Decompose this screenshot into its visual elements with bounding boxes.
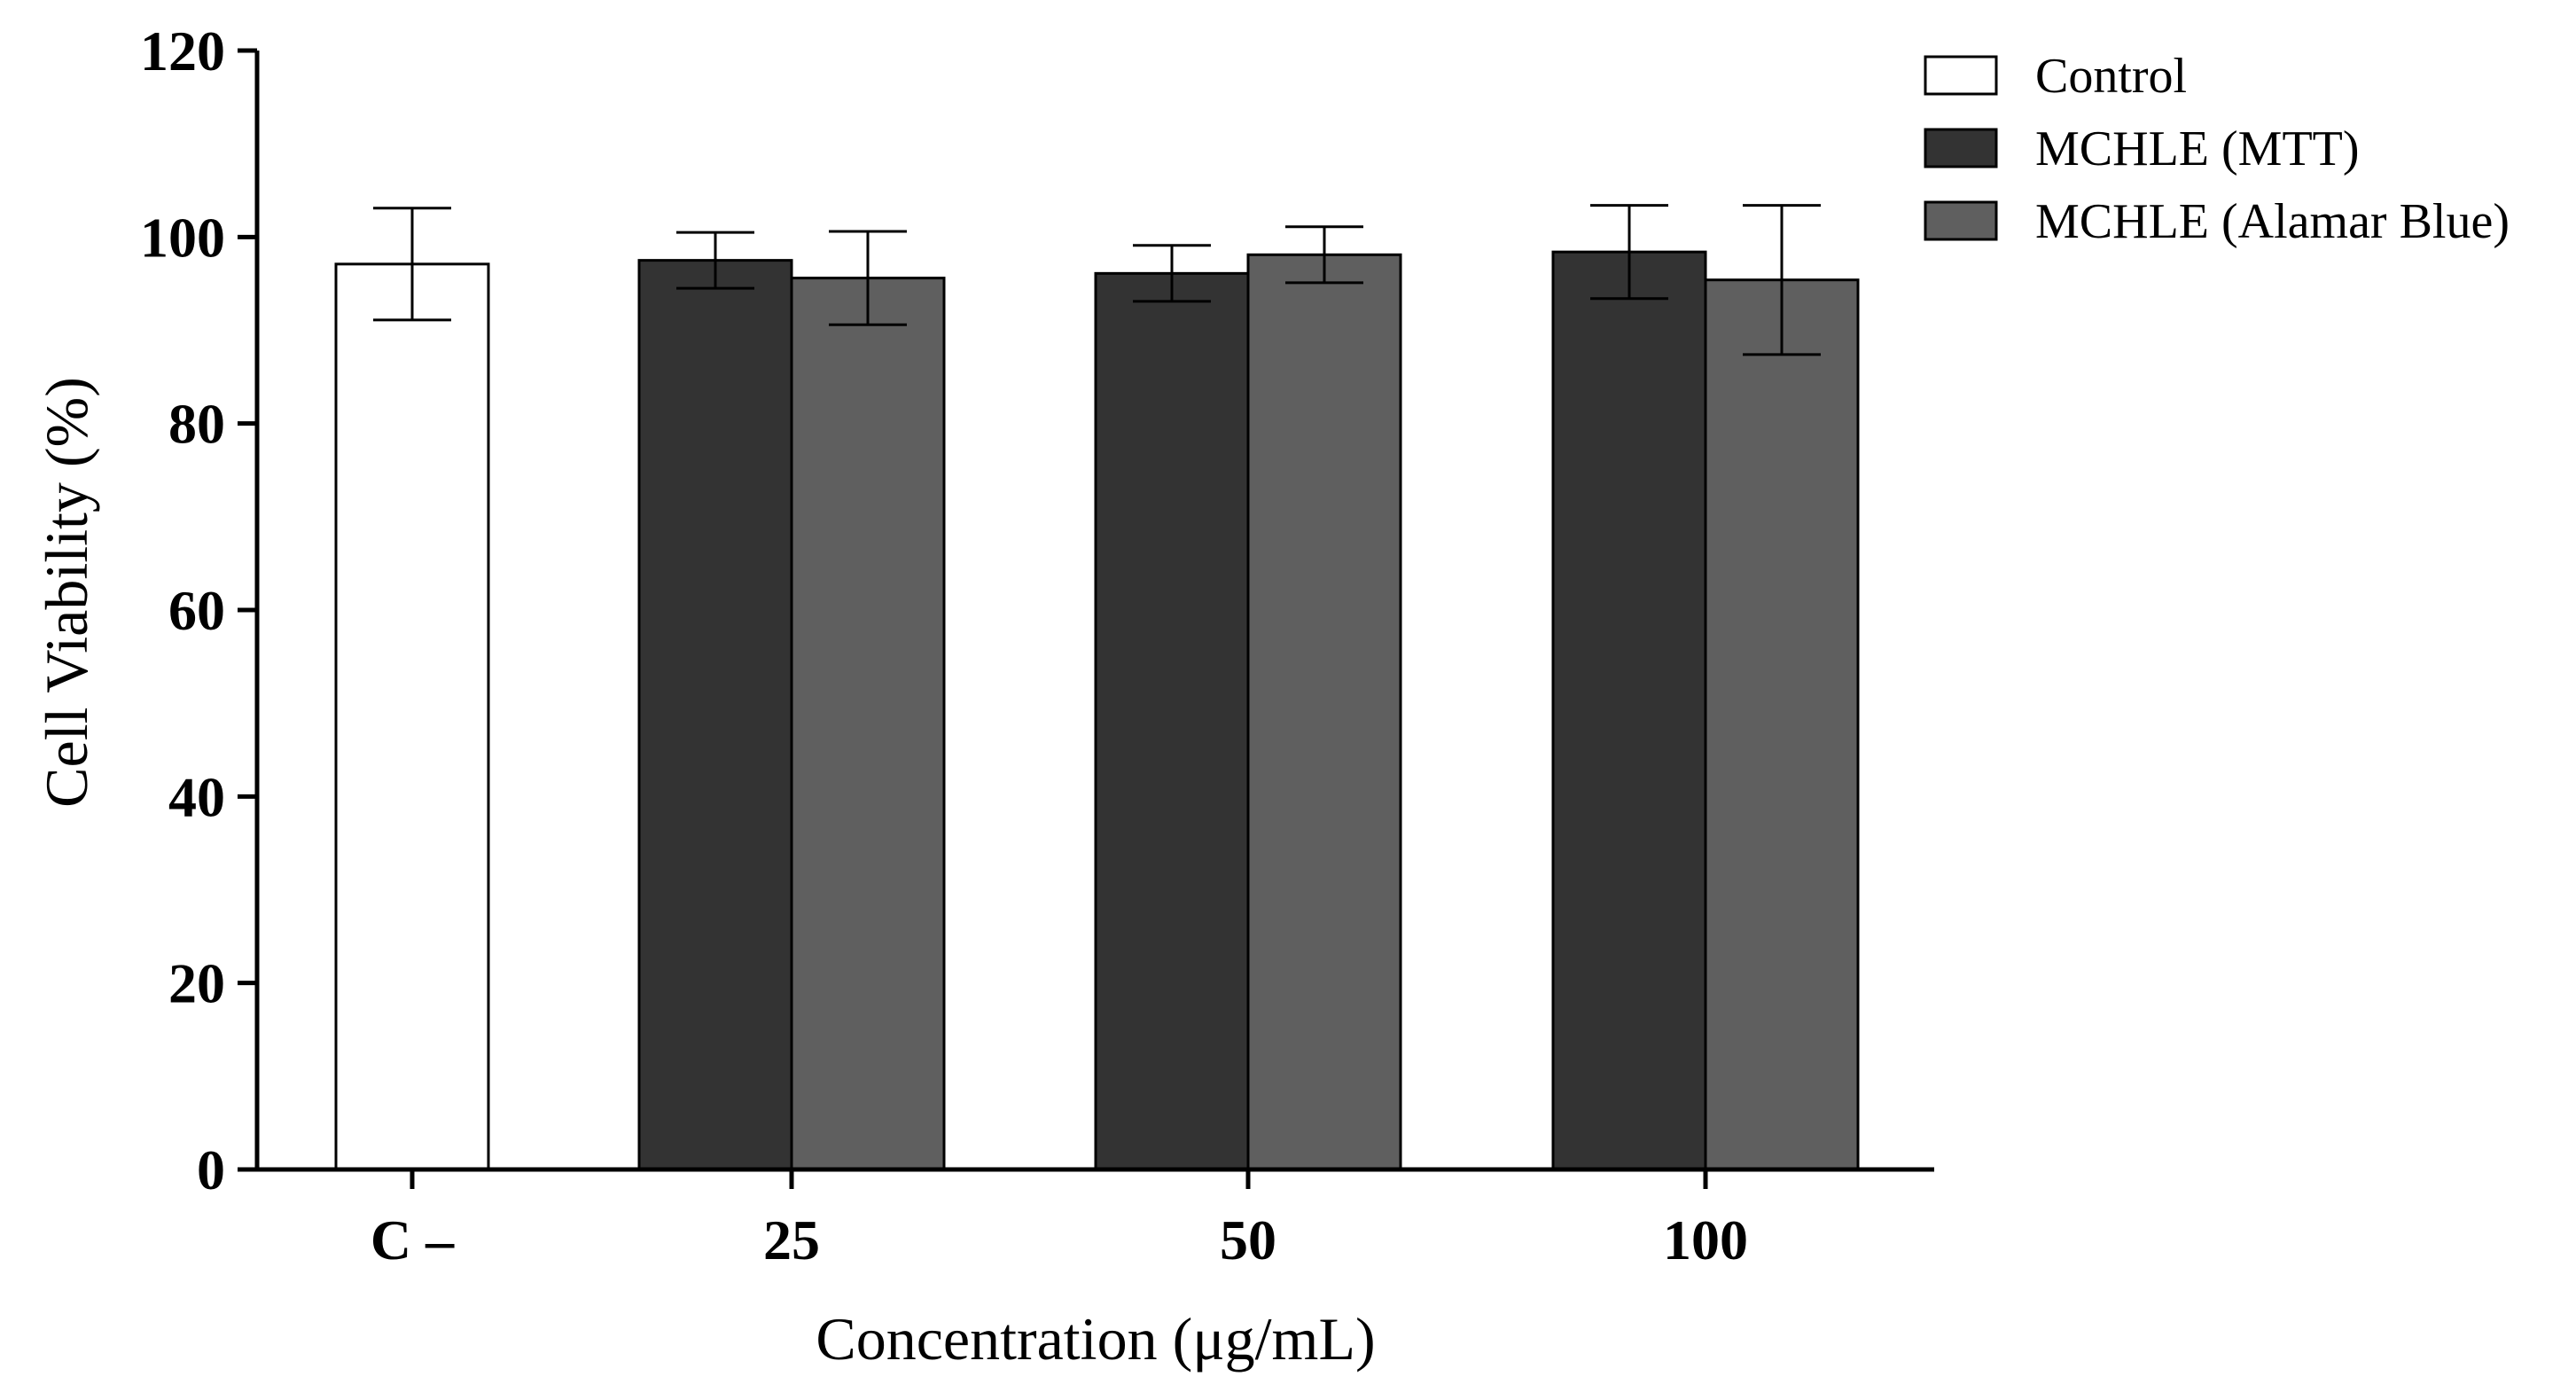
legend-label: MCHLE (Alamar Blue) — [2035, 194, 2510, 249]
bar-mchle-alamar-blue--2 — [1246, 253, 1402, 1171]
y-tick-label: 100 — [140, 206, 225, 269]
legend: Control MCHLE (MTT) MCHLE (Alamar Blue) — [1924, 49, 2510, 249]
axes-layer: 0 20 40 60 80 100 120 C – 25 50 100 Concentration (… — [33, 20, 1934, 1373]
y-tick-label: 80 — [168, 393, 225, 456]
y-axis-title: Cell Viability (%) — [33, 377, 100, 808]
bar-mchle-mtt--3 — [1551, 250, 1707, 1171]
legend-item-control: Control — [1924, 49, 2187, 104]
error-bar-control-0 — [373, 207, 451, 322]
error-bar-mchle-mtt--1 — [676, 231, 754, 290]
x-tick-label: 50 — [1220, 1208, 1276, 1271]
bar-mchle-alamar-blue--1 — [790, 277, 946, 1171]
legend-swatch — [1924, 55, 1998, 96]
error-bar-mchle-mtt--2 — [1133, 244, 1211, 303]
bar-mchle-mtt--2 — [1094, 271, 1250, 1171]
x-tick-label: 25 — [763, 1208, 820, 1271]
y-tick-label: 20 — [168, 952, 225, 1015]
y-tick-label: 120 — [140, 20, 225, 82]
bar-control-0 — [334, 262, 490, 1171]
error-bars-layer — [373, 204, 1821, 356]
error-bar-mchle-mtt--3 — [1590, 204, 1668, 301]
error-bar-mchle-alamar-blue--1 — [829, 230, 907, 326]
error-bar-mchle-alamar-blue--2 — [1285, 225, 1363, 285]
legend-swatch — [1924, 200, 1998, 241]
bars-layer — [334, 250, 1860, 1171]
error-bar-mchle-alamar-blue--3 — [1743, 204, 1821, 356]
legend-swatch — [1924, 128, 1998, 168]
bar-mchle-alamar-blue--3 — [1704, 278, 1860, 1171]
legend-item-mchle-alamar-blue-: MCHLE (Alamar Blue) — [1924, 194, 2510, 249]
bar-mchle-mtt--1 — [637, 259, 793, 1171]
x-tick-label: 100 — [1663, 1208, 1748, 1271]
legend-label: MCHLE (MTT) — [2035, 121, 2360, 176]
x-axis-title: Concentration (μg/mL) — [816, 1305, 1375, 1373]
legend-item-mchle-mtt-: MCHLE (MTT) — [1924, 121, 2360, 176]
y-tick-label: 40 — [168, 765, 225, 828]
x-tick-label: C – — [371, 1208, 455, 1271]
y-tick-label: 60 — [168, 579, 225, 642]
legend-label: Control — [2035, 49, 2187, 104]
y-tick-label: 0 — [197, 1138, 225, 1201]
